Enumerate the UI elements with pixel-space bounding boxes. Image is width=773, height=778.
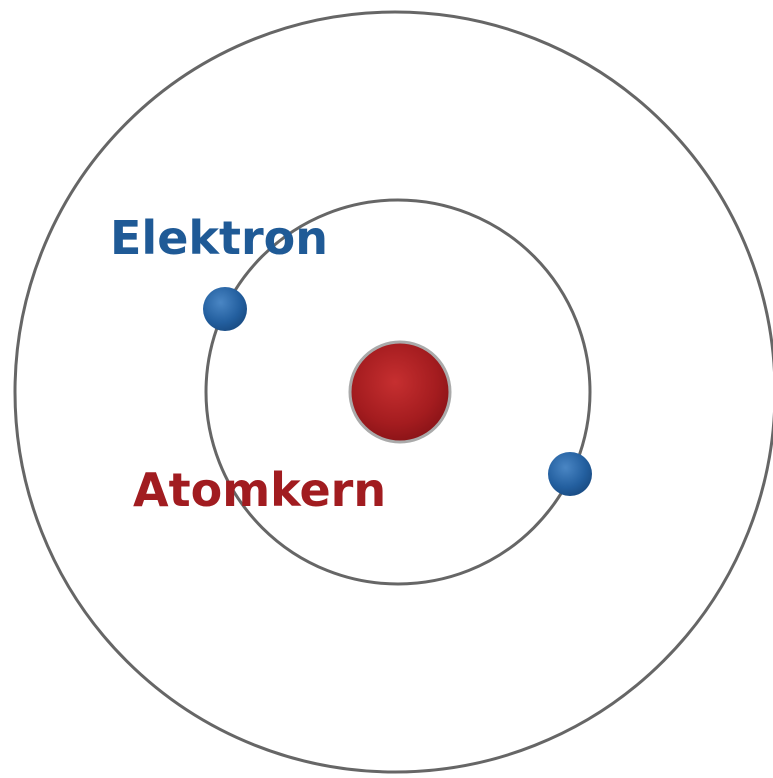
inner-shell (204, 198, 592, 586)
electron (548, 452, 592, 496)
electron (203, 287, 247, 331)
nucleus (348, 340, 452, 444)
electron-label: Elektron (110, 211, 328, 265)
outer-shell (13, 10, 773, 774)
nucleus-label: Atomkern (133, 463, 386, 517)
